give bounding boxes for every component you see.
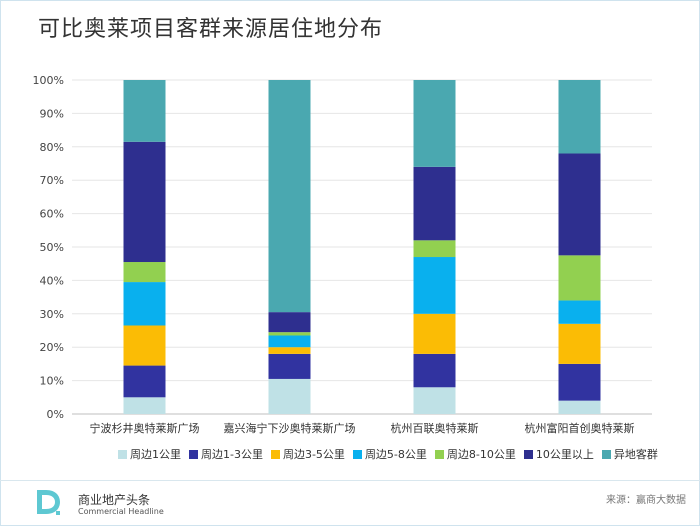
legend-label: 周边8-10公里 xyxy=(446,448,516,461)
legend-label: 异地客群 xyxy=(613,448,658,461)
y-tick-label: 40% xyxy=(40,274,64,287)
bar-segment xyxy=(558,400,601,414)
y-tick-label: 90% xyxy=(40,107,64,120)
bar-segment xyxy=(268,378,311,414)
bar-segment xyxy=(123,397,166,414)
legend-swatch xyxy=(189,449,198,459)
bar-segment xyxy=(123,80,166,142)
bar-segment xyxy=(123,325,166,366)
legend-swatch xyxy=(434,449,444,459)
bar-segment xyxy=(558,300,601,324)
bar-segment xyxy=(558,80,601,154)
bar-segment xyxy=(123,141,166,263)
y-tick-label: 50% xyxy=(40,241,64,254)
bar-segment xyxy=(558,363,601,401)
legend-item: 周边8-10公里 xyxy=(434,446,516,462)
legend-item: 周边3-5公里 xyxy=(270,446,345,462)
legend-swatch xyxy=(523,449,533,459)
brand-name: 商业地产头条 xyxy=(78,493,151,507)
stacked-bar-chart: 0% 10% 20% 30% 40% 50% 60% 70% 80% 90% 100% 宁波杉井奥特莱… xyxy=(33,74,652,435)
x-category-label: 杭州富阳首创奥特莱斯 xyxy=(525,421,635,435)
bar-segment xyxy=(413,80,456,167)
bar-segment xyxy=(123,282,166,326)
legend-label: 周边3-5公里 xyxy=(282,448,345,461)
bar-segment xyxy=(123,262,166,283)
bar-segment xyxy=(413,240,456,258)
x-category-label: 杭州百联奥特莱斯 xyxy=(391,421,479,435)
y-tick-label: 80% xyxy=(40,141,64,154)
bar-segment xyxy=(558,153,601,256)
brand-name-en: Commercial Headline xyxy=(78,507,164,516)
source-note: 来源：赢商大数据 xyxy=(606,495,686,506)
legend-label: 周边1-3公里 xyxy=(201,448,263,461)
bar-segment xyxy=(268,312,311,333)
legend-item: 异地客群 xyxy=(601,446,658,462)
legend-swatch xyxy=(118,449,127,459)
bar-segment xyxy=(413,166,456,241)
bar-segment xyxy=(268,80,311,313)
brand-logo-icon xyxy=(37,490,60,515)
bar-segment xyxy=(268,335,311,348)
bar-segment xyxy=(268,332,311,336)
legend-swatch xyxy=(601,449,611,459)
legend-label: 周边5-8公里 xyxy=(364,448,427,461)
bar-segment xyxy=(558,323,601,364)
legend-item: 10公里以上 xyxy=(523,446,594,462)
legend-label: 周边1公里 xyxy=(130,448,181,461)
footer-divider xyxy=(0,480,700,481)
y-tick-label: 10% xyxy=(40,375,64,388)
bar-segment xyxy=(413,313,456,354)
bar-segment xyxy=(123,365,166,398)
page-title: 可比奥莱项目客群来源居住地分布 xyxy=(38,17,384,42)
legend-swatch xyxy=(352,449,362,459)
bar-segment xyxy=(268,347,311,354)
y-tick-label: 70% xyxy=(40,174,64,187)
legend-swatch xyxy=(270,449,280,459)
y-tick-label: 0% xyxy=(47,408,64,421)
x-category-label: 宁波杉井奥特莱斯广场 xyxy=(90,421,200,435)
x-category-label: 嘉兴海宁下沙奥特莱斯广场 xyxy=(224,421,356,435)
legend-item: 周边1公里 xyxy=(118,446,181,462)
bar-segment xyxy=(413,257,456,314)
bar-segment xyxy=(413,387,456,414)
legend-item: 周边5-8公里 xyxy=(352,446,427,462)
bar-segment xyxy=(268,353,311,379)
y-tick-label: 100% xyxy=(33,74,64,87)
bar-segment xyxy=(558,255,601,301)
legend-label: 10公里以上 xyxy=(535,448,594,461)
legend-item: 周边1-3公里 xyxy=(189,446,263,462)
y-tick-label: 20% xyxy=(40,341,64,354)
chart-legend: 周边1公里 周边1-3公里 周边3-5公里 周边5-8公里 周边8-10公里 10公里以上… xyxy=(118,446,678,462)
y-tick-label: 60% xyxy=(40,208,64,221)
bar-segment xyxy=(413,353,456,388)
y-tick-label: 30% xyxy=(40,308,64,321)
